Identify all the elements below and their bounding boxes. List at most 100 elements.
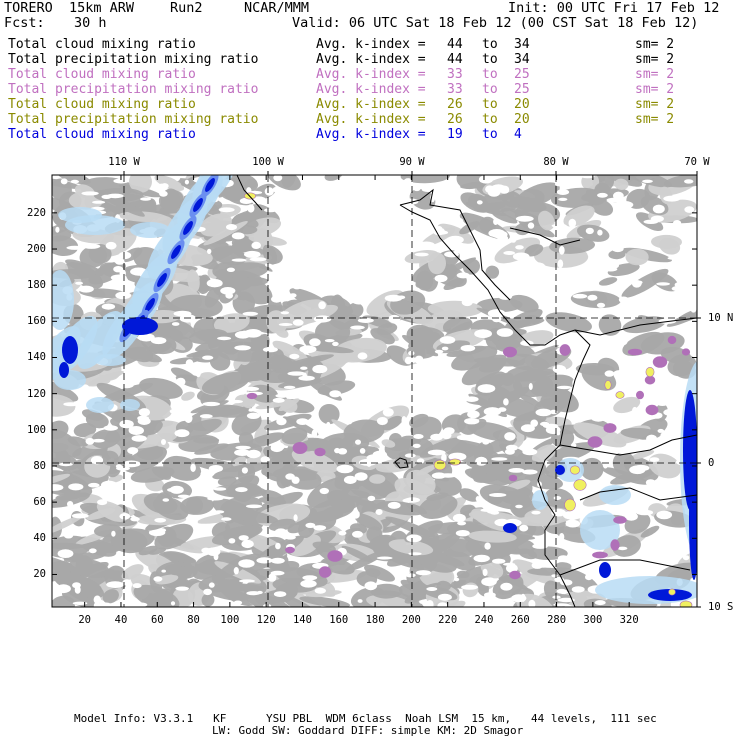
- clear-gap: [275, 542, 281, 550]
- clear-gap: [321, 231, 328, 235]
- clear-gap: [371, 392, 380, 398]
- clear-gap: [82, 243, 101, 249]
- legend-to: 4: [514, 127, 522, 142]
- y-tick-label: 80: [33, 459, 46, 472]
- legend-from: 33: [447, 82, 463, 97]
- clear-gap: [208, 582, 215, 588]
- clear-gap: [338, 530, 347, 536]
- coastline: [537, 329, 591, 607]
- clear-gap: [296, 418, 309, 425]
- precip-core: [145, 298, 155, 312]
- clear-gap: [441, 453, 447, 462]
- clear-gap: [199, 414, 213, 419]
- clear-gap: [498, 293, 513, 300]
- clear-gap: [456, 434, 471, 441]
- cloud-blob: [224, 509, 278, 524]
- x-tick-label: 260: [510, 614, 530, 626]
- clear-gap: [174, 429, 190, 438]
- clear-gap: [262, 346, 278, 353]
- clear-gap: [465, 274, 481, 280]
- clear-gap: [375, 509, 383, 515]
- coastline: [236, 175, 263, 211]
- clear-gap: [302, 261, 313, 266]
- valid-time: Valid: 06 UTC Sat 18 Feb 12 (00 CST Sat …: [292, 15, 699, 31]
- clear-gap: [70, 179, 80, 184]
- clear-gap: [249, 257, 267, 262]
- clear-gap: [612, 311, 629, 317]
- cloud-blob: [63, 551, 107, 563]
- clear-gap: [515, 215, 534, 222]
- clear-gap: [137, 333, 155, 342]
- model-info: Model Info: V3.3.1 KF YSU PBL WDM 6class…: [74, 712, 657, 725]
- clear-gap: [241, 467, 248, 474]
- clear-gap: [339, 252, 356, 257]
- clear-gap: [352, 298, 366, 305]
- cloud-blob: [531, 444, 557, 463]
- clear-gap: [499, 185, 510, 194]
- cloud-blob: [415, 277, 431, 289]
- clear-gap: [366, 380, 379, 385]
- legend-to-word: to: [482, 37, 498, 52]
- precip-patch: [532, 490, 548, 510]
- clear-gap: [638, 414, 656, 420]
- legend-to-word: to: [482, 82, 498, 97]
- clear-gap: [384, 294, 403, 302]
- clear-gap: [503, 562, 516, 566]
- clear-gap: [171, 322, 180, 326]
- clear-gap: [291, 476, 300, 484]
- cloud-blob: [276, 466, 293, 489]
- clear-gap: [419, 600, 427, 605]
- cell-purple: [503, 346, 517, 358]
- cloud-blob: [102, 589, 119, 604]
- clear-gap: [508, 468, 525, 473]
- clear-gap: [441, 346, 449, 351]
- clear-gap: [113, 178, 129, 184]
- cloud-blob: [216, 341, 270, 362]
- cloud-blob: [198, 574, 244, 593]
- clear-gap: [231, 232, 245, 240]
- clear-gap: [453, 249, 467, 254]
- clear-gap: [503, 251, 516, 255]
- cloud-blob: [307, 477, 353, 508]
- cloud-blob: [341, 545, 373, 563]
- legend-to-word: to: [482, 112, 498, 127]
- clear-gap: [174, 175, 181, 182]
- clear-gap: [464, 418, 480, 425]
- clear-gap: [515, 504, 523, 509]
- clear-gap: [354, 472, 368, 481]
- clear-gap: [596, 302, 606, 308]
- clear-gap: [52, 254, 61, 264]
- legend-to: 34: [514, 52, 530, 67]
- clear-gap: [662, 497, 668, 505]
- clear-gap: [72, 601, 88, 605]
- clear-gap: [192, 518, 198, 526]
- clear-gap: [670, 535, 681, 539]
- cell-purple: [667, 335, 677, 345]
- clear-gap: [195, 368, 201, 378]
- cloud-blob: [208, 336, 225, 353]
- cell-purple: [327, 550, 343, 562]
- clear-gap: [385, 371, 393, 380]
- clear-gap: [461, 298, 473, 307]
- cloud-field-purple: [246, 335, 691, 580]
- clear-gap: [500, 582, 513, 591]
- clear-gap: [556, 431, 561, 436]
- clear-gap: [283, 385, 296, 389]
- clear-gap: [474, 235, 489, 240]
- clear-gap: [617, 448, 632, 455]
- clear-gap: [431, 472, 447, 479]
- clear-gap: [515, 245, 524, 250]
- cloud-blob: [468, 530, 517, 543]
- legend-to-word: to: [482, 127, 498, 142]
- clear-gap: [329, 390, 342, 398]
- coastline: [509, 227, 581, 246]
- y-tick-label: 120: [27, 387, 46, 400]
- legend-from: 19: [447, 127, 463, 142]
- clear-gap: [127, 447, 139, 455]
- cloud-blob: [315, 320, 351, 344]
- longitude-label: 110 W: [108, 156, 140, 168]
- clear-gap: [115, 259, 125, 265]
- clear-gap: [373, 184, 379, 194]
- cloud-blob: [381, 439, 396, 448]
- cloud-blob: [170, 367, 197, 382]
